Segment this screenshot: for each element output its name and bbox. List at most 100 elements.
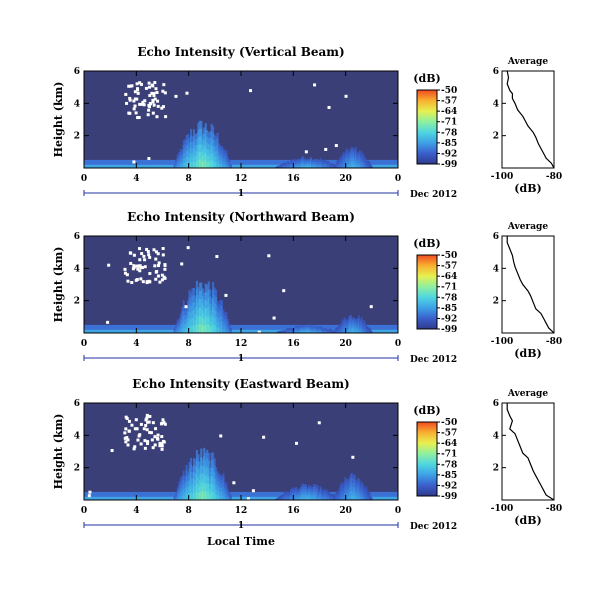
average-y-tick-label: 6 bbox=[493, 399, 499, 409]
echo-column bbox=[189, 161, 193, 168]
data-gap-pixel bbox=[132, 107, 136, 111]
echo-column bbox=[299, 497, 303, 500]
x-tick-label: 16 bbox=[287, 174, 300, 184]
echo-column bbox=[324, 166, 327, 168]
echo-column bbox=[366, 166, 369, 168]
data-gap-pixel bbox=[145, 428, 149, 432]
echo-column bbox=[291, 497, 294, 500]
echo-column bbox=[367, 166, 370, 168]
echo-column bbox=[207, 323, 210, 333]
x-tick-label: 20 bbox=[339, 506, 352, 516]
data-gap-pixel bbox=[132, 253, 136, 257]
echo-column bbox=[337, 166, 340, 168]
data-gap-pixel bbox=[125, 416, 129, 420]
echo-column bbox=[214, 162, 218, 168]
data-gap-pixel bbox=[148, 101, 152, 105]
average-title: Average bbox=[507, 222, 548, 232]
echo-column bbox=[357, 330, 359, 333]
colorbar-tick-label: -85 bbox=[441, 139, 457, 149]
data-gap-pixel bbox=[334, 144, 338, 148]
data-gap-pixel bbox=[128, 111, 132, 115]
echo-column bbox=[354, 330, 356, 333]
data-gap-pixel bbox=[139, 442, 143, 446]
echo-column bbox=[317, 166, 321, 168]
echo-column bbox=[191, 325, 194, 333]
echo-column bbox=[195, 161, 198, 168]
data-gap-pixel bbox=[156, 104, 160, 108]
echo-column bbox=[188, 493, 191, 500]
data-gap-pixel bbox=[124, 427, 128, 431]
echo-column bbox=[358, 165, 360, 168]
echo-column bbox=[362, 497, 364, 500]
echo-column bbox=[301, 497, 304, 500]
echo-column bbox=[189, 492, 193, 500]
colorbar-tick-label: -99 bbox=[441, 492, 457, 502]
data-gap-pixel bbox=[123, 267, 127, 271]
data-gap-pixel bbox=[124, 440, 128, 444]
echo-column bbox=[181, 328, 184, 333]
echo-column bbox=[360, 330, 362, 333]
echo-column bbox=[175, 166, 178, 168]
data-gap-pixel bbox=[145, 247, 149, 251]
data-gap-pixel bbox=[185, 91, 189, 95]
echo-column bbox=[210, 491, 213, 500]
echo-column bbox=[355, 330, 357, 333]
data-gap-pixel bbox=[132, 160, 136, 164]
data-gap-pixel bbox=[138, 81, 142, 85]
data-gap-pixel bbox=[151, 421, 155, 425]
panel-1: Echo Intensity (Vertical Beam)0 4 8 12 16 20 0… bbox=[52, 45, 562, 200]
data-gap-pixel bbox=[180, 262, 184, 266]
x-tick-label: 8 bbox=[186, 506, 192, 516]
echo-column bbox=[206, 161, 209, 168]
echo-column bbox=[219, 327, 222, 333]
echo-column bbox=[179, 329, 182, 333]
echo-column bbox=[341, 496, 343, 500]
echo-column bbox=[344, 165, 346, 168]
echo-column bbox=[312, 497, 316, 500]
echo-column bbox=[338, 166, 341, 168]
data-gap-pixel bbox=[148, 414, 152, 418]
echo-column bbox=[364, 497, 367, 500]
echo-column bbox=[365, 331, 368, 333]
echo-column bbox=[348, 165, 350, 168]
echo-column bbox=[337, 331, 340, 333]
echo-column bbox=[349, 164, 351, 168]
echo-column bbox=[288, 166, 291, 168]
day-label: 1 bbox=[238, 521, 244, 531]
echo-column bbox=[210, 326, 213, 333]
echo-column bbox=[327, 498, 330, 500]
echo-column bbox=[316, 497, 319, 500]
echo-column bbox=[347, 165, 349, 168]
echo-column bbox=[219, 164, 222, 168]
echo-column bbox=[175, 331, 178, 333]
data-gap-pixel bbox=[162, 83, 166, 87]
echo-column bbox=[197, 160, 200, 168]
echo-column bbox=[220, 327, 223, 333]
data-gap-pixel bbox=[161, 105, 165, 109]
colorbar-tick-label: -78 bbox=[441, 460, 457, 470]
data-gap-pixel bbox=[147, 253, 151, 257]
echo-column bbox=[353, 164, 355, 168]
y-tick-label: 6 bbox=[74, 232, 80, 242]
echo-column bbox=[346, 330, 348, 333]
echo-column bbox=[346, 496, 348, 500]
colorbar-tick-label: -99 bbox=[441, 160, 457, 170]
echo-column bbox=[303, 166, 306, 168]
average-x-tick-label: -100 bbox=[491, 337, 514, 347]
colorbar-tick-label: -57 bbox=[441, 97, 457, 107]
x-tick-label: 4 bbox=[133, 506, 139, 516]
echo-column bbox=[228, 498, 231, 500]
data-gap-pixel bbox=[159, 422, 163, 426]
average-y-tick-label: 4 bbox=[493, 264, 499, 274]
colorbar-tick-label: -64 bbox=[441, 272, 457, 282]
data-gap-pixel bbox=[151, 84, 155, 88]
data-gap-pixel bbox=[304, 150, 308, 154]
data-gap-pixel bbox=[133, 90, 137, 94]
x-tick-label: 4 bbox=[133, 339, 139, 349]
echo-column bbox=[324, 498, 327, 500]
echo-column bbox=[178, 496, 181, 500]
echo-column bbox=[359, 496, 361, 500]
echo-column bbox=[304, 497, 308, 500]
data-gap-pixel bbox=[127, 84, 131, 88]
echo-column bbox=[212, 491, 215, 500]
